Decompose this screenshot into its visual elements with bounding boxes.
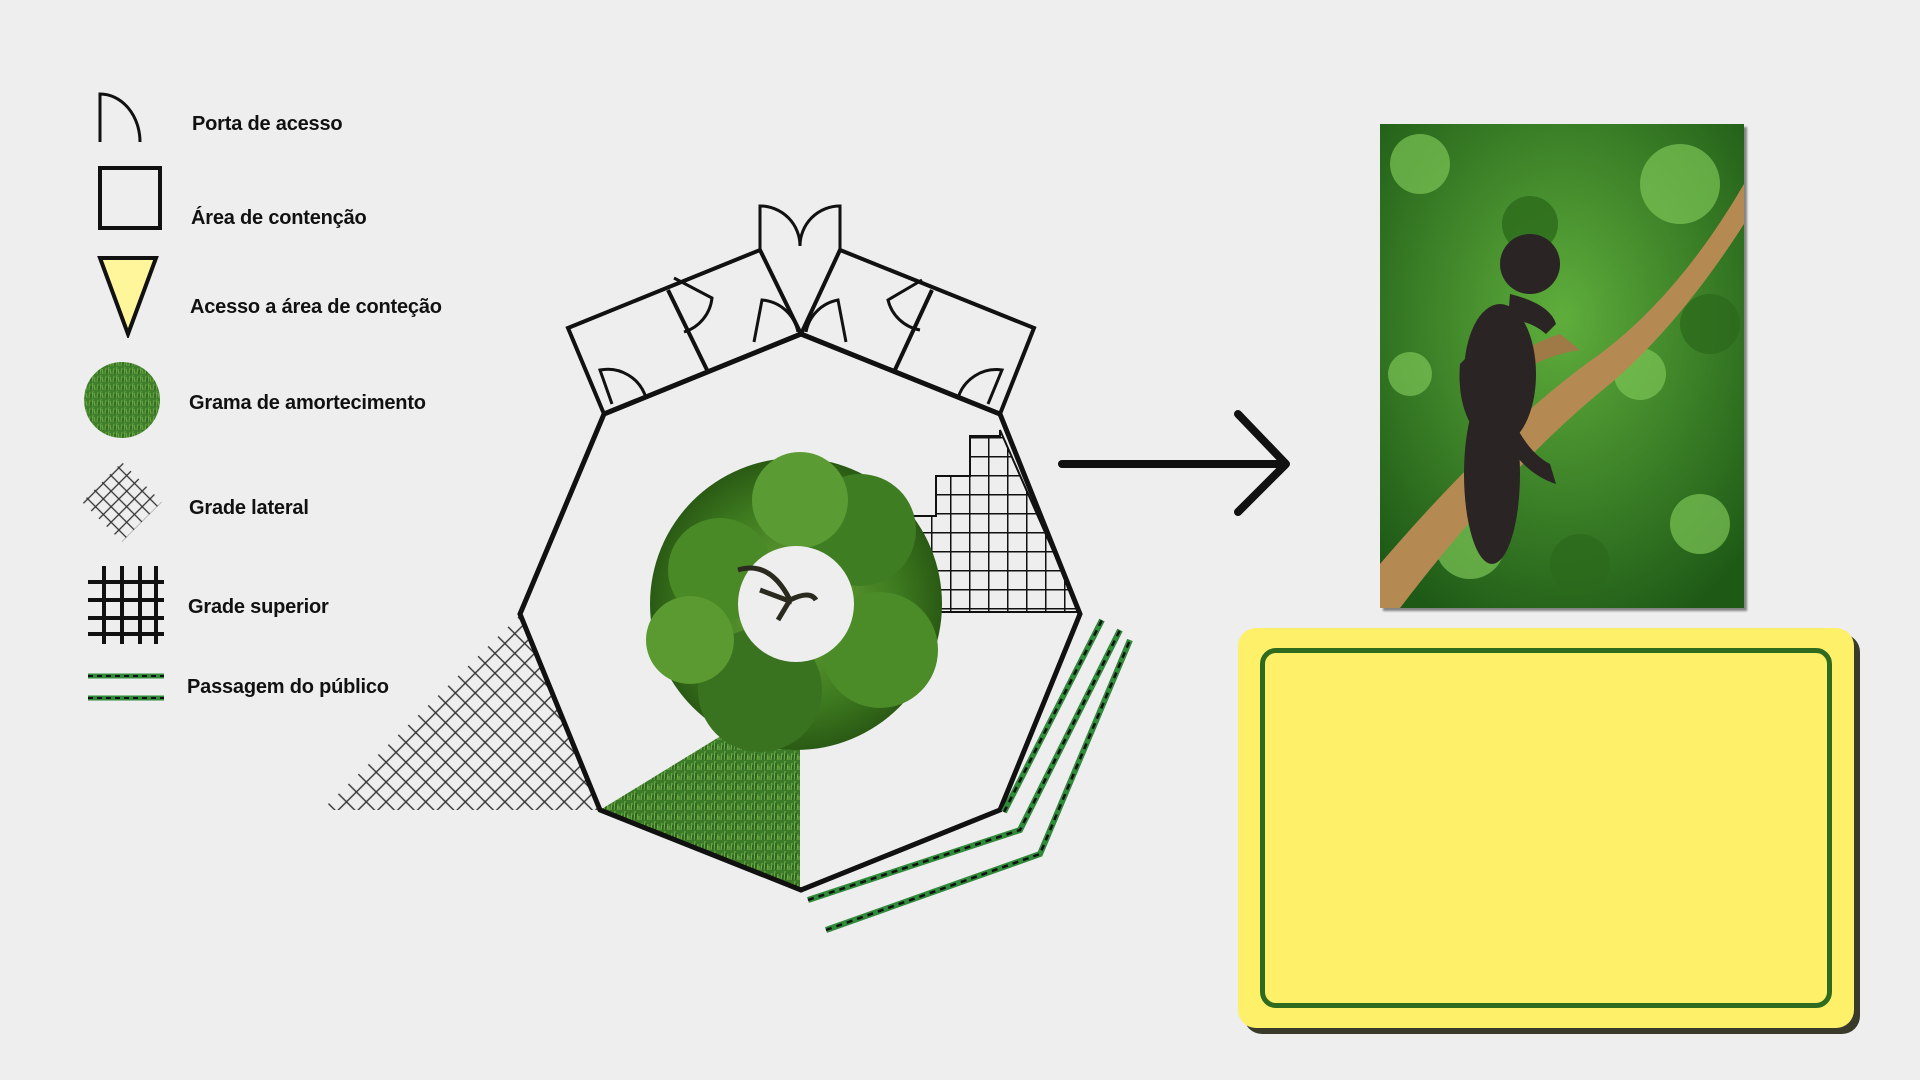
legend-item-grass: Grama de amortecimento [0,356,520,446]
door-icons [598,204,1005,405]
tree [646,452,942,752]
grid-icon [88,566,164,644]
legend-item-containment: Área de contenção [0,162,520,252]
arrow-icon [1058,410,1290,516]
grass-area [600,706,800,890]
monkey-photo [1380,124,1744,608]
grass-icon [84,362,160,438]
legend-item-top-grid: Grade superior [0,560,520,650]
top-grid-area [827,429,1082,613]
info-card-border [1260,648,1832,1008]
legend: Porta de acesso Área de contenção Acesso… [0,0,520,760]
legend-item-public-path: Passagem do público [0,660,520,750]
containment-rooms [565,247,1037,417]
public-path [807,618,1133,933]
legend-label: Área de contenção [191,207,367,229]
legend-label: Grade superior [188,596,329,618]
legend-item-door: Porta de acesso [0,80,520,170]
legend-item-access: Acesso a área de conteção [0,252,520,342]
square-icon [98,166,162,230]
mesh-icon [82,462,162,542]
legend-item-side-mesh: Grade lateral [0,460,520,550]
legend-label: Acesso a área de conteção [190,296,442,318]
door-icon [98,92,142,143]
info-card [1238,628,1854,1028]
triangle-icon [97,256,159,338]
path-icon [88,673,164,701]
legend-label: Passagem do público [187,676,389,698]
monkey-illustration [1380,124,1744,608]
legend-label: Grade lateral [189,497,309,519]
enclosure-outline [517,331,1083,893]
legend-label: Porta de acesso [192,113,343,135]
legend-label: Grama de amortecimento [189,392,426,414]
